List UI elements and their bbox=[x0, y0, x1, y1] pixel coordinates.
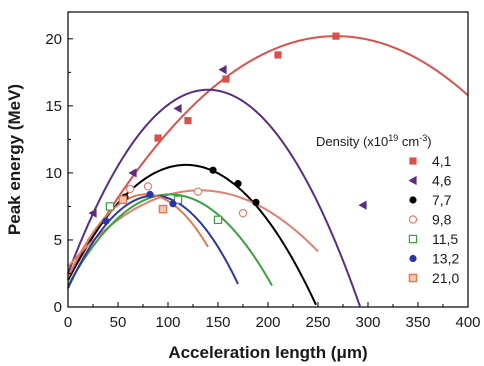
legend: Density (x1019 cm-3) 4,1 4,6 7,7 9,8 11,5 13,… bbox=[316, 133, 459, 286]
data-point-4-1 bbox=[274, 51, 282, 59]
x-tick-label: 350 bbox=[405, 314, 430, 331]
x-tick-label: 0 bbox=[64, 314, 72, 331]
y-tick-label: 0 bbox=[54, 299, 62, 316]
data-point-9-8 bbox=[125, 184, 135, 194]
legend-marker-13-2 bbox=[409, 254, 417, 263]
fit-curve-9-8 bbox=[67, 189, 319, 268]
data-point-11-5 bbox=[213, 215, 223, 225]
legend-title: Density (x1019 cm-3) bbox=[316, 133, 432, 149]
legend-label-9-8: 9,8 bbox=[432, 212, 452, 228]
data-point-4-6 bbox=[173, 103, 182, 114]
data-point-13-2 bbox=[146, 190, 154, 198]
legend-label-7-7: 7,7 bbox=[432, 192, 452, 208]
legend-marker-9-8 bbox=[408, 215, 418, 224]
legend-label-11-5: 11,5 bbox=[432, 231, 458, 247]
y-tick-label: 20 bbox=[45, 31, 62, 48]
data-point-7-7 bbox=[234, 180, 242, 188]
fit-curve-4-1 bbox=[67, 35, 469, 281]
data-point-9-8 bbox=[143, 182, 153, 191]
y-tick-label: 5 bbox=[54, 232, 62, 249]
legend-label-13-2: 13,2 bbox=[432, 251, 459, 267]
plot-frame bbox=[67, 11, 469, 308]
y-tick-label: 15 bbox=[45, 98, 62, 115]
data-point-13-2 bbox=[169, 200, 177, 208]
x-tick-label: 50 bbox=[110, 314, 127, 331]
legend-marker-21-0 bbox=[408, 273, 418, 283]
data-point-9-8 bbox=[193, 187, 203, 196]
fit-curve-11-5 bbox=[67, 193, 273, 286]
legend-label-4-1: 4,1 bbox=[432, 153, 452, 169]
data-point-4-1 bbox=[154, 134, 162, 142]
legend-marker-11-5 bbox=[408, 234, 418, 244]
fit-curve-4-6 bbox=[67, 88, 361, 307]
y-axis-title: Peak energy (MeV) bbox=[5, 84, 24, 235]
data-point-9-8 bbox=[238, 208, 248, 218]
y-tick-label: 10 bbox=[45, 165, 62, 182]
x-tick-label: 250 bbox=[305, 314, 330, 331]
legend-label-21-0: 21,0 bbox=[432, 270, 459, 286]
data-point-4-6 bbox=[128, 168, 137, 178]
x-axis-title: Acceleration length (μm) bbox=[168, 343, 367, 362]
x-tick-labels: 0 50 100 150 200 250 300 350 400 bbox=[64, 314, 481, 331]
y-tick-labels: 0 5 10 15 20 bbox=[45, 31, 62, 316]
x-tick-label: 300 bbox=[355, 314, 380, 331]
data-point-4-1 bbox=[184, 117, 192, 125]
fit-curves bbox=[67, 35, 469, 307]
data-point-11-5 bbox=[173, 195, 183, 204]
data-point-4-6 bbox=[358, 200, 367, 210]
x-tick-label: 200 bbox=[255, 314, 280, 331]
data-point-4-1 bbox=[332, 32, 340, 40]
data-point-21-0 bbox=[158, 204, 168, 214]
data-point-13-2 bbox=[102, 217, 110, 225]
data-point-7-7 bbox=[209, 166, 217, 174]
axis-ticks bbox=[67, 38, 469, 308]
data-point-11-5 bbox=[105, 202, 115, 211]
data-point-4-1 bbox=[222, 75, 230, 83]
legend-marker-7-7 bbox=[409, 196, 417, 204]
data-point-4-6 bbox=[88, 208, 97, 218]
data-point-7-7 bbox=[252, 198, 260, 207]
data-point-4-6 bbox=[218, 65, 227, 75]
x-tick-label: 400 bbox=[455, 314, 480, 331]
fit-curve-21-0 bbox=[67, 193, 209, 278]
fit-curve-7-7 bbox=[67, 163, 317, 306]
x-tick-label: 100 bbox=[155, 314, 180, 331]
legend-marker-4-1 bbox=[409, 157, 417, 165]
legend-marker-4-6 bbox=[408, 175, 417, 186]
legend-label-4-6: 4,6 bbox=[432, 173, 452, 189]
data-markers bbox=[88, 32, 367, 225]
data-point-21-0 bbox=[118, 195, 128, 205]
x-tick-label: 150 bbox=[205, 314, 230, 331]
